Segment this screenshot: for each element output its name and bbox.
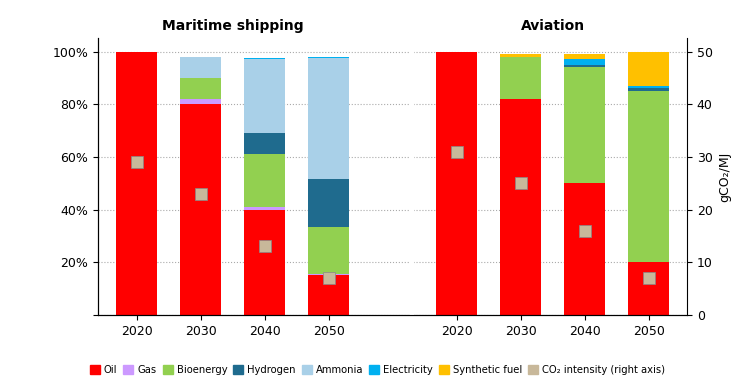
Bar bbox=[244, 133, 285, 154]
Bar bbox=[564, 60, 606, 65]
Bar bbox=[244, 210, 285, 315]
Bar bbox=[564, 54, 606, 60]
Bar bbox=[500, 57, 541, 99]
Bar bbox=[244, 207, 285, 210]
Bar bbox=[180, 99, 221, 104]
Bar bbox=[244, 154, 285, 207]
Bar bbox=[308, 179, 350, 227]
Bar bbox=[628, 91, 670, 262]
Bar bbox=[564, 67, 606, 183]
Y-axis label: gCO₂/MJ: gCO₂/MJ bbox=[718, 152, 732, 202]
Bar bbox=[564, 183, 606, 315]
Bar bbox=[500, 54, 541, 57]
Legend: Oil, Gas, Bioenergy, Hydrogen, Ammonia, Electricity, Synthetic fuel, CO₂ intensi: Oil, Gas, Bioenergy, Hydrogen, Ammonia, … bbox=[86, 361, 669, 379]
Bar bbox=[628, 51, 670, 86]
Bar bbox=[308, 227, 350, 274]
Bar bbox=[180, 57, 221, 78]
Bar bbox=[308, 274, 350, 275]
Bar bbox=[308, 58, 350, 179]
Bar bbox=[308, 57, 350, 58]
Text: Aviation: Aviation bbox=[520, 19, 584, 33]
Bar bbox=[180, 78, 221, 99]
Bar bbox=[628, 262, 670, 315]
Bar bbox=[308, 275, 350, 315]
Bar bbox=[500, 99, 541, 315]
Bar bbox=[628, 88, 670, 91]
Bar bbox=[116, 51, 157, 315]
Text: Maritime shipping: Maritime shipping bbox=[162, 19, 304, 33]
Bar bbox=[564, 65, 606, 67]
Bar bbox=[180, 104, 221, 315]
Bar bbox=[628, 86, 670, 88]
Bar bbox=[436, 51, 477, 315]
Bar bbox=[244, 60, 285, 133]
Bar bbox=[244, 58, 285, 60]
